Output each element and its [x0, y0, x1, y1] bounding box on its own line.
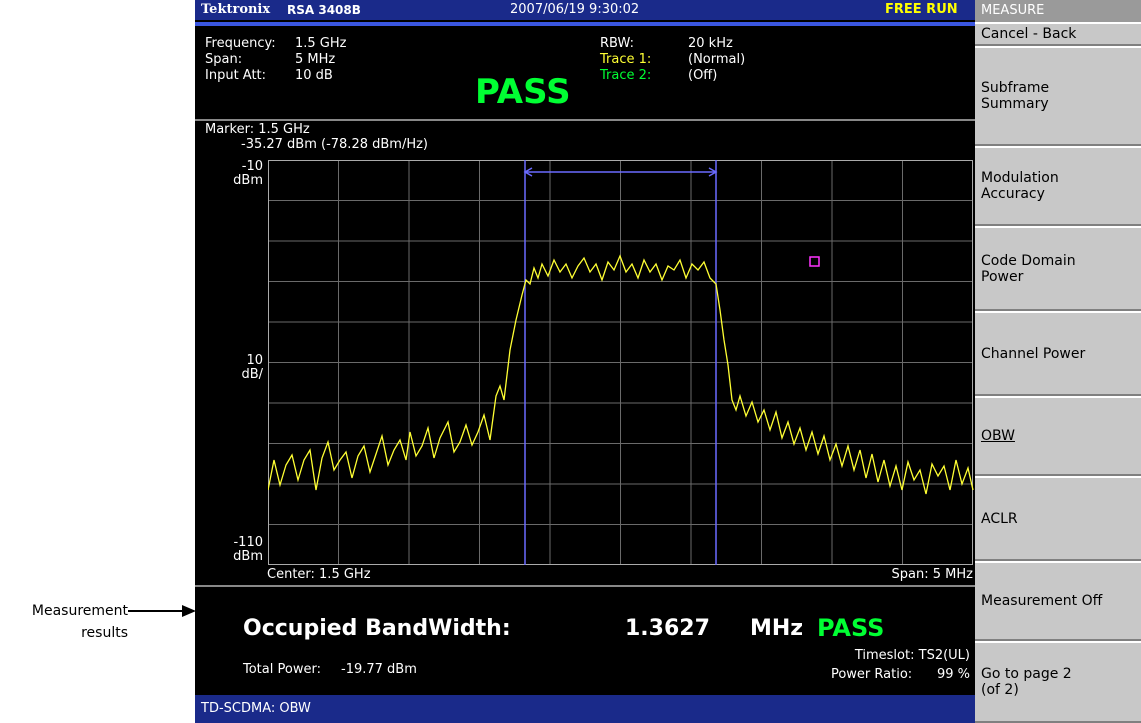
datetime: 2007/06/19 9:30:02	[510, 2, 640, 17]
setting-label: Span:	[205, 52, 243, 67]
axis-top: -10 dBm	[215, 160, 263, 188]
pass-status: PASS	[475, 72, 571, 112]
callout: Measurement results	[0, 600, 128, 644]
axis-text: dBm	[233, 549, 263, 564]
brand: Tektronix	[201, 2, 271, 17]
setting-value: 20 kHz	[688, 36, 733, 51]
marker-reading: -35.27 dBm (-78.28 dBm/Hz)	[241, 137, 429, 152]
settings-right: RBW: 20 kHz Trace 1: (Normal) Trace 2: (Off…	[600, 36, 745, 84]
softkey[interactable]: ACLR	[975, 476, 1141, 561]
screen: Tektronix RSA 3408B 2007/06/19 9:30:02 F…	[195, 0, 975, 723]
model: RSA 3408B	[287, 3, 361, 17]
trace	[268, 254, 974, 495]
setting: Trace 2: (Off)	[600, 68, 745, 84]
softkey-label: Subframe	[981, 80, 1050, 96]
callout-arrow	[128, 605, 196, 617]
result-value: 1.3627	[625, 616, 710, 641]
setting-label: Trace 1:	[600, 52, 652, 67]
softkey-label: Cancel - Back	[981, 26, 1077, 42]
softkey-label: Measurement Off	[981, 593, 1103, 609]
settings-left: Frequency: 1.5 GHz Span: 5 MHz Input Att: 1…	[205, 36, 346, 84]
result-status: PASS	[817, 614, 885, 642]
marker-label: Marker: 1.5 GHz	[205, 122, 310, 137]
softkey-label: Code Domain	[981, 252, 1076, 269]
run-mode: FREE RUN	[885, 2, 958, 17]
marker-readout: Marker: 1.5 GHz -35.27 dBm (-78.28 dBm/H…	[205, 122, 428, 152]
setting: Frequency: 1.5 GHz	[205, 36, 346, 52]
softkey[interactable]: Modulation Accuracy	[975, 146, 1141, 226]
softkey-label: Modulation	[981, 170, 1059, 186]
setting-value: 10 dB	[295, 68, 333, 83]
setting: Trace 1: (Normal)	[600, 52, 745, 68]
power-ratio: Power Ratio: 99 %	[755, 665, 970, 684]
divider	[195, 119, 975, 121]
power-ratio-label: Power Ratio:	[830, 667, 913, 682]
axis-text: dB/	[241, 367, 263, 382]
divider	[195, 585, 975, 587]
timeslot-value: TS2(UL)	[918, 648, 970, 663]
setting: Input Att: 10 dB	[205, 68, 346, 84]
softkey-label: Accuracy	[981, 186, 1045, 202]
setting-label: Input Att:	[205, 68, 267, 83]
callout-line: results	[81, 625, 128, 641]
softkey[interactable]: Cancel - Back	[975, 22, 1141, 46]
softkey-label: (of 2)	[981, 682, 1019, 698]
softkey[interactable]: Measurement Off	[975, 561, 1141, 641]
softkey-label: OBW	[981, 428, 1015, 444]
result-title: Occupied BandWidth:	[243, 616, 511, 641]
softkey-label: Go to page 2	[981, 666, 1072, 682]
softkey-label: Summary	[981, 96, 1049, 112]
softkey[interactable]: Code Domain Power	[975, 226, 1141, 311]
softkey[interactable]: Channel Power	[975, 311, 1141, 396]
center-freq: Center: 1.5 GHz	[267, 567, 371, 582]
status-bar: TD-SCDMA: OBW	[195, 695, 975, 723]
softkey[interactable]: Go to page 2 (of 2)	[975, 641, 1141, 723]
softkey-label: Channel Power	[981, 345, 1086, 362]
axis-text: 10	[246, 353, 263, 368]
timeslot-label: Timeslot:	[854, 648, 915, 663]
spectrum-plot	[268, 160, 974, 565]
title-bar	[195, 0, 975, 20]
setting-label: Trace 2:	[600, 68, 652, 83]
power-ratio-value: 99 %	[936, 667, 970, 682]
axis-scale: 10 dB/	[215, 354, 263, 382]
setting-value: (Off)	[688, 68, 718, 83]
callout-line: Measurement	[31, 603, 128, 619]
setting: Span: 5 MHz	[205, 52, 346, 68]
total-power: Total Power: -19.77 dBm	[243, 662, 417, 677]
softkey[interactable]: Subframe Summary	[975, 46, 1141, 146]
result-details: Timeslot: TS2(UL) Power Ratio: 99 %	[755, 646, 970, 684]
progress-bar	[195, 22, 975, 26]
timeslot: Timeslot: TS2(UL)	[755, 646, 970, 665]
marker	[809, 256, 820, 267]
setting-value: 1.5 GHz	[295, 36, 347, 51]
axis-text: dBm	[233, 173, 263, 188]
softkey[interactable]: OBW	[975, 396, 1141, 476]
setting-value: 5 MHz	[295, 52, 336, 67]
axis-bottom: -110 dBm	[215, 536, 263, 564]
softkey-label: Power	[981, 268, 1024, 285]
softkey-menu: MEASURE Cancel - Back Subframe Summary Mod…	[975, 0, 1141, 723]
span: Span: 5 MHz	[891, 567, 973, 582]
setting: RBW: 20 kHz	[600, 36, 745, 52]
menu-title: MEASURE	[975, 0, 1141, 22]
total-power-value: -19.77 dBm	[341, 662, 417, 677]
obw-bounds	[523, 160, 718, 565]
setting-value: (Normal)	[688, 52, 746, 67]
setting-label: Frequency:	[205, 36, 276, 51]
total-power-label: Total Power:	[243, 662, 321, 677]
setting-label: RBW:	[600, 36, 634, 51]
axis-text: -10	[241, 159, 263, 174]
axis-text: -110	[233, 535, 263, 550]
softkey-label: ACLR	[981, 510, 1018, 527]
grid	[268, 160, 973, 565]
result-unit: MHz	[750, 616, 804, 641]
